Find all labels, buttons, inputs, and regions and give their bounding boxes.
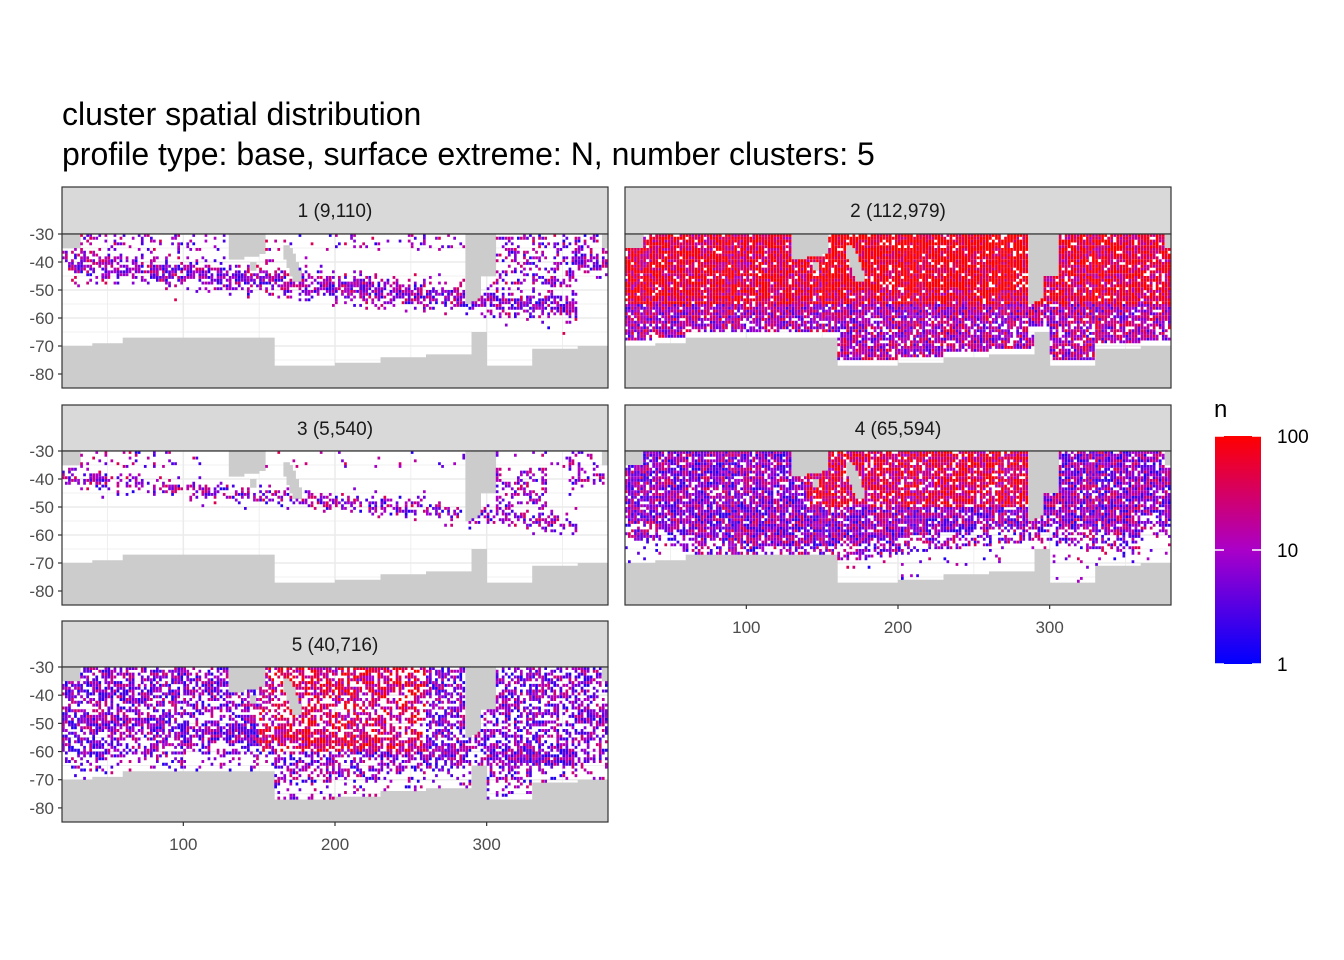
y-tick-label: -70 (29, 771, 54, 790)
facet-strip-label: 4 (65,594) (855, 419, 942, 440)
facet-panel-4: 4 (65,594) 100 200 300 (624, 404, 1172, 637)
panel-plot-area (62, 234, 608, 388)
panel-plot-area (625, 451, 1171, 605)
y-tick-label: -70 (29, 337, 54, 356)
y-tick-label: -60 (29, 526, 54, 545)
x-tick-label: 300 (472, 835, 500, 854)
facet-strip (624, 186, 1172, 235)
legend-label: 100 (1277, 427, 1309, 448)
facet-strip-label: 3 (5,540) (297, 419, 373, 440)
chart-subtitle: profile type: base, surface extreme: N, … (62, 136, 875, 172)
y-tick-label: -50 (29, 498, 54, 517)
x-tick-label: 200 (321, 835, 349, 854)
heatmap-cells-level-8 (74, 451, 599, 527)
heatmap-cells-level-8 (625, 451, 1168, 569)
legend-label: 1 (1277, 655, 1288, 676)
y-tick-label: -60 (29, 309, 54, 328)
panel-border (61, 233, 609, 389)
land-mask (62, 234, 608, 388)
chart-title: cluster spatial distribution (62, 96, 422, 132)
y-tick-label: -70 (29, 554, 54, 573)
heatmap-cells-level-8 (259, 667, 426, 752)
panel-border (61, 450, 609, 606)
x-tick-label: 200 (884, 618, 912, 637)
x-tick-label: 100 (169, 835, 197, 854)
facet-panel-3: 3 (5,540) -30 -40 -50 -60 -70 -80 (29, 404, 609, 606)
y-tick-label: -30 (29, 225, 54, 244)
heatmap-cells-level-4 (628, 304, 1171, 361)
facet-strip-label: 1 (9,110) (298, 201, 373, 222)
heatmap-cells-level-10 (259, 667, 426, 752)
panel-plot-area (62, 667, 608, 822)
land-mask (625, 451, 1171, 605)
panel-border (624, 233, 1172, 389)
y-tick-label: -50 (29, 281, 54, 300)
heatmap-cells-level-10 (807, 451, 1029, 508)
y-tick-label: -60 (29, 743, 54, 762)
legend: n 1 10 100 (1214, 396, 1309, 676)
y-tick-label: -40 (29, 253, 54, 272)
land-mask (625, 234, 1171, 388)
y-tick-label: -40 (29, 686, 54, 705)
x-tick-label: 100 (732, 618, 760, 637)
y-tick-label: -30 (29, 658, 54, 677)
facet-panel-2: 2 (112,979) (624, 186, 1172, 389)
facet-strip-label: 2 (112,979) (850, 201, 946, 222)
land-mask (62, 667, 608, 822)
land-mask (62, 451, 608, 605)
facet-panel-5: 5 (40,716) -30 -40 -50 -60 -70 -80 100 200 300 (29, 620, 609, 854)
y-tick-label: -40 (29, 470, 54, 489)
facet-strip-label: 5 (40,716) (292, 635, 379, 656)
y-tick-label: -50 (29, 714, 54, 733)
facet-strip (624, 404, 1172, 452)
facet-strip (61, 404, 609, 452)
y-tick-label: -80 (29, 582, 54, 601)
heatmap-cells-level-3 (65, 234, 608, 324)
heatmap-cells-level-9 (259, 667, 426, 752)
heatmap-cells-level-7 (65, 234, 608, 319)
panel-plot-area (625, 234, 1171, 388)
legend-title: n (1214, 396, 1227, 423)
facet-strip (61, 620, 609, 668)
y-tick-label: -30 (29, 442, 54, 461)
y-tick-label: -80 (29, 799, 54, 818)
legend-label: 10 (1277, 541, 1298, 562)
panel-plot-area (62, 451, 608, 605)
y-tick-label: -80 (29, 365, 54, 384)
facet-panel-1: 1 (9,110) -30 -40 -50 -60 -70 -80 (29, 186, 609, 389)
x-tick-label: 300 (1035, 618, 1063, 637)
